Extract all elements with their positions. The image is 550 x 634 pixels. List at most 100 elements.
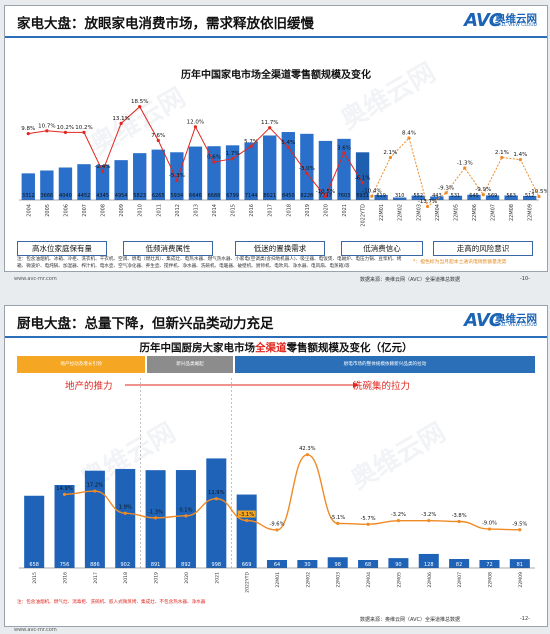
x-tick-label: 2018: [123, 572, 129, 584]
bar: [170, 152, 184, 200]
x-tick-label: 22M03: [416, 204, 422, 221]
growth-label: -3.1%: [239, 512, 254, 518]
x-tick-label: 2018: [286, 204, 292, 217]
bar: [175, 470, 196, 568]
bar: [355, 152, 370, 200]
growth-label: -9.5%: [512, 521, 527, 527]
x-tick-label: 22M01: [275, 572, 281, 588]
slide-appliance-market: 家电大盘：放眼家电消费市场，需求释放依旧缓慢 AVC 奥维云网 ALL VIEW…: [4, 5, 548, 272]
chart-title: 历年中国家电市场全渠道零售额规模及变化: [181, 70, 371, 81]
page-number: -12-: [520, 616, 530, 622]
x-tick-label: 2021: [342, 204, 348, 217]
bar-value-label: 81: [517, 562, 523, 568]
bar-value-label: 756: [60, 562, 70, 568]
growth-point: [193, 125, 198, 129]
bar: [236, 494, 257, 568]
growth-label: -13.7%: [418, 199, 437, 205]
bar-value-label: 7603: [338, 193, 351, 199]
bar: [523, 195, 537, 200]
growth-point: [388, 155, 393, 160]
bar: [95, 165, 110, 200]
growth-label: 8.4%: [402, 130, 416, 136]
growth-label: 5.7%: [244, 139, 258, 145]
x-tick-label: 2019: [154, 572, 160, 584]
growth-label: -10.5%: [529, 189, 547, 195]
growth-point: [249, 144, 253, 148]
x-tick-label: 2017: [268, 204, 274, 217]
x-tick-label: 2020: [184, 572, 190, 584]
x-tick-label: 22M07: [491, 204, 497, 221]
bar: [374, 195, 388, 200]
x-tick-label: 22M04: [366, 572, 372, 588]
x-tick-label: 2017: [93, 572, 99, 584]
logo-cn: 奥维云网: [495, 13, 537, 25]
growth-point: [457, 519, 461, 524]
bar: [358, 560, 379, 568]
x-tick-label: 2007: [82, 204, 88, 217]
driver-label: 低迷的置换需求: [235, 241, 325, 256]
growth-point: [153, 516, 158, 520]
bar-value-label: 619: [376, 193, 386, 199]
slide-header: 厨电大盘：总量下降，但新兴品类动力充足 AVC 奥维云网 ALL VIEW CL…: [5, 306, 547, 338]
growth-point: [500, 155, 504, 160]
bar-value-label: 4954: [115, 193, 128, 199]
bar: [266, 560, 288, 568]
bar-value-label: 886: [90, 562, 100, 568]
growth-point: [360, 181, 365, 185]
bar-value-label: 128: [424, 562, 434, 568]
growth-point: [230, 157, 235, 161]
x-tick-label: 22M08: [487, 572, 493, 588]
bar: [244, 142, 258, 200]
logo-avc: AVC: [464, 310, 502, 331]
x-tick-label: 2010: [138, 204, 144, 217]
growth-point: [518, 528, 522, 532]
bar-value-label: 4345: [96, 193, 109, 199]
x-tick-label: 2006: [63, 204, 69, 217]
growth-label: 10.7%: [38, 123, 55, 129]
growth-point: [396, 519, 401, 523]
growth-point: [407, 136, 411, 140]
growth-point: [82, 130, 86, 134]
bar: [418, 553, 439, 568]
bar: [337, 138, 351, 200]
slide-title: 厨电大盘：总量下降，但新兴品类动力充足: [17, 316, 274, 332]
x-tick-label: 2022YTD: [361, 204, 367, 227]
growth-label: 1.4%: [513, 152, 527, 158]
phase-banner: 新兴品类崛起: [147, 356, 233, 373]
bar: [207, 146, 221, 200]
growth-point: [212, 160, 216, 164]
growth-point: [370, 194, 374, 198]
growth-label: 11.9%: [208, 490, 225, 496]
growth-point: [62, 492, 67, 496]
bar-value-label: 82: [456, 562, 462, 568]
growth-point: [444, 191, 448, 195]
bar-value-label: 90: [395, 562, 401, 568]
bar-value-label: 3666: [40, 193, 53, 199]
x-tick-label: 22M03: [336, 572, 342, 588]
growth-label: -5.1%: [330, 515, 345, 521]
x-tick-label: 22M02: [398, 204, 404, 221]
bar: [21, 173, 35, 200]
growth-point: [214, 497, 218, 501]
push-label-left: 地产的推力: [65, 381, 113, 392]
bar-value-label: 3312: [22, 193, 35, 199]
growth-point: [481, 193, 485, 197]
x-tick-label: 2019: [305, 204, 311, 217]
x-tick-label: 2021: [214, 572, 220, 584]
growth-point: [323, 194, 328, 199]
growth-point: [463, 166, 467, 170]
x-tick-label: 2014: [212, 204, 218, 217]
bar: [504, 195, 518, 200]
bar-value-label: 8228: [300, 193, 313, 199]
x-tick-label: 2008: [101, 204, 107, 217]
bar-value-label: 4040: [59, 193, 72, 199]
bar: [24, 495, 45, 568]
bar-value-label: 7144: [245, 193, 258, 199]
bar: [297, 560, 318, 568]
growth-label: -2.4%: [95, 164, 111, 170]
growth-label: 1.7%: [226, 151, 240, 157]
bar-value-label: 443: [432, 193, 442, 199]
footnote: 注：包含油烟机、冰箱、冷柜、洗衣机、干衣机、空调、燃电（燃灶具）、集成灶、电热水…: [17, 257, 402, 269]
slide-header: 家电大盘：放眼家电消费市场，需求释放依旧缓慢 AVC 奥维云网 ALL VIEW…: [5, 6, 547, 38]
growth-line: [64, 453, 520, 531]
